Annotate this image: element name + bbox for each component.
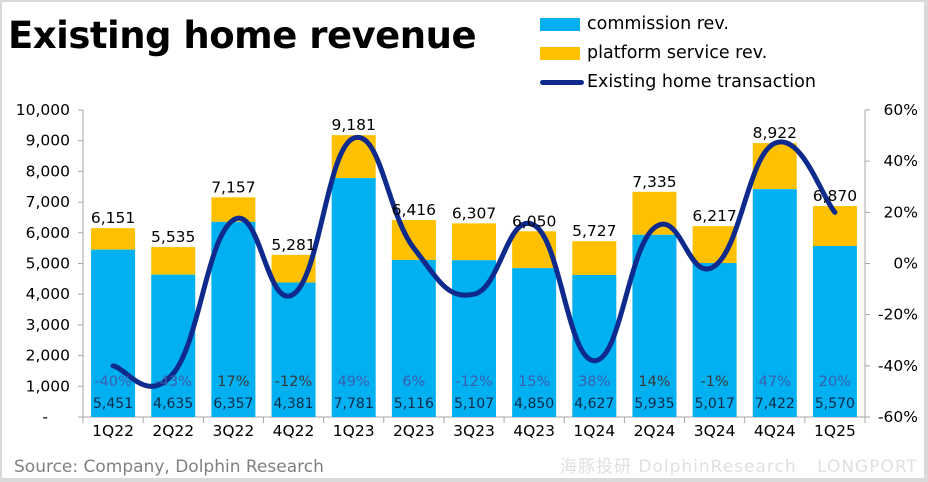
- commission-label: 5,107: [454, 396, 494, 412]
- bar-commission-1Q23: [331, 178, 376, 417]
- legend-label: platform service rev.: [587, 43, 768, 63]
- bar-commission-3Q24: [692, 262, 737, 417]
- bar-commission-4Q23: [512, 268, 557, 417]
- transaction-line: [110, 134, 838, 389]
- watermark-row: 海豚投研 DolphinResearch LONGPORT: [560, 452, 918, 477]
- left-tick-label: 3,000: [26, 316, 70, 334]
- transaction-pct-label: 14%: [638, 374, 670, 390]
- bar-platform-3Q23: [452, 223, 496, 261]
- bar-commission-3Q22: [211, 221, 256, 417]
- transaction-pct-label: 20%: [819, 374, 851, 390]
- x-tick-label: 4Q24: [754, 422, 796, 440]
- legend-swatch-platform: [540, 47, 580, 60]
- bar-platform-1Q24: [572, 241, 617, 275]
- transaction-pct-label: 47%: [759, 374, 791, 390]
- right-tick-label: -40%: [878, 357, 918, 375]
- x-tick-label: 3Q23: [453, 422, 495, 440]
- transaction-pct-label: 38%: [578, 374, 610, 390]
- bar-commission-1Q22: [91, 249, 136, 417]
- commission-label: 5,116: [394, 396, 434, 412]
- commission-label: 5,017: [695, 396, 735, 412]
- x-tick-label: 2Q22: [152, 422, 194, 440]
- watermark: 海豚投研 DolphinResearch: [560, 457, 797, 477]
- commission-label: 4,850: [514, 396, 554, 412]
- bar-commission-1Q25: [812, 246, 857, 417]
- x-tick-label: 2Q23: [393, 422, 435, 440]
- commission-label: 5,451: [93, 396, 133, 412]
- left-tick-label: 1,000: [26, 377, 70, 395]
- right-tick-label: -60%: [878, 408, 918, 426]
- commission-label: 6,357: [213, 396, 253, 412]
- legend-swatch-commission: [540, 18, 580, 31]
- commission-label: 4,381: [273, 396, 313, 412]
- bar-platform-2Q23: [391, 220, 436, 260]
- total-label: 6,151: [91, 209, 135, 227]
- bar-platform-4Q24: [752, 143, 797, 190]
- total-label: 6,307: [452, 204, 496, 222]
- bar-platform-1Q22: [91, 228, 136, 250]
- right-tick-label: 20%: [884, 203, 918, 221]
- x-tick-label: 3Q22: [212, 422, 254, 440]
- right-tick-label: 60%: [884, 101, 918, 119]
- x-tick-label: 4Q23: [513, 422, 555, 440]
- commission-label: 5,935: [634, 396, 674, 412]
- left-tick-label: -: [42, 408, 48, 426]
- x-tick-label: 1Q25: [814, 422, 856, 440]
- x-tick-label: 1Q23: [333, 422, 375, 440]
- total-label: 6,217: [692, 207, 736, 225]
- commission-label: 7,781: [334, 396, 374, 412]
- x-tick-label: 3Q24: [694, 422, 736, 440]
- left-tick-label: 10,000: [16, 101, 70, 119]
- transaction-pct-label: 15%: [518, 374, 550, 390]
- transaction-pct-label: -12%: [275, 374, 312, 390]
- right-tick-label: -20%: [878, 306, 918, 324]
- total-label: 8,922: [753, 124, 797, 142]
- total-label: 5,535: [151, 228, 195, 246]
- left-tick-label: 2,000: [26, 347, 70, 365]
- total-label: 6,416: [392, 201, 436, 219]
- bar-commission-2Q24: [632, 234, 677, 417]
- legend-label: commission rev.: [587, 14, 729, 34]
- left-tick-label: 6,000: [26, 224, 70, 242]
- total-label: 9,181: [332, 116, 376, 134]
- total-label: 6,870: [813, 187, 857, 205]
- total-label: 5,281: [271, 236, 315, 254]
- transaction-pct-label: 17%: [217, 374, 249, 390]
- left-tick-label: 7,000: [26, 193, 70, 211]
- x-tick-label: 1Q22: [92, 422, 134, 440]
- right-tick-label: 40%: [884, 152, 918, 170]
- transaction-pct-label: -40%: [94, 374, 131, 390]
- source-note: Source: Company, Dolphin Research: [14, 457, 324, 477]
- watermark-longport: LONGPORT: [817, 457, 918, 477]
- chart-title: Existing home revenue: [8, 14, 477, 57]
- x-tick-label: 2Q24: [634, 422, 676, 440]
- bar-commission-2Q23: [391, 259, 436, 417]
- transaction-pct-label: -43%: [154, 374, 191, 390]
- commission-label: 5,570: [815, 396, 855, 412]
- left-tick-label: 4,000: [26, 285, 70, 303]
- transaction-pct-label: 6%: [402, 374, 425, 390]
- total-label: 7,157: [211, 178, 255, 196]
- right-tick-label: 0%: [893, 255, 918, 273]
- transaction-pct-label: -12%: [455, 374, 492, 390]
- total-label: 6,050: [512, 212, 556, 230]
- bar-commission-4Q24: [752, 189, 797, 417]
- bar-platform-2Q22: [151, 247, 196, 275]
- legend-label: Existing home transaction: [587, 72, 816, 92]
- total-label: 7,335: [632, 173, 676, 191]
- bar-commission-4Q22: [271, 282, 316, 417]
- commission-label: 4,627: [574, 396, 614, 412]
- commission-label: 4,635: [153, 396, 193, 412]
- transaction-pct-label: 49%: [338, 374, 370, 390]
- left-tick-label: 8,000: [26, 162, 70, 180]
- left-tick-label: 5,000: [26, 255, 70, 273]
- x-tick-label: 1Q24: [573, 422, 615, 440]
- left-tick-label: 9,000: [26, 132, 70, 150]
- total-label: 5,727: [572, 222, 616, 240]
- x-tick-label: 4Q22: [273, 422, 315, 440]
- legend-line-transaction: [540, 80, 584, 85]
- transaction-pct-label: -1%: [700, 374, 728, 390]
- commission-label: 7,422: [755, 396, 795, 412]
